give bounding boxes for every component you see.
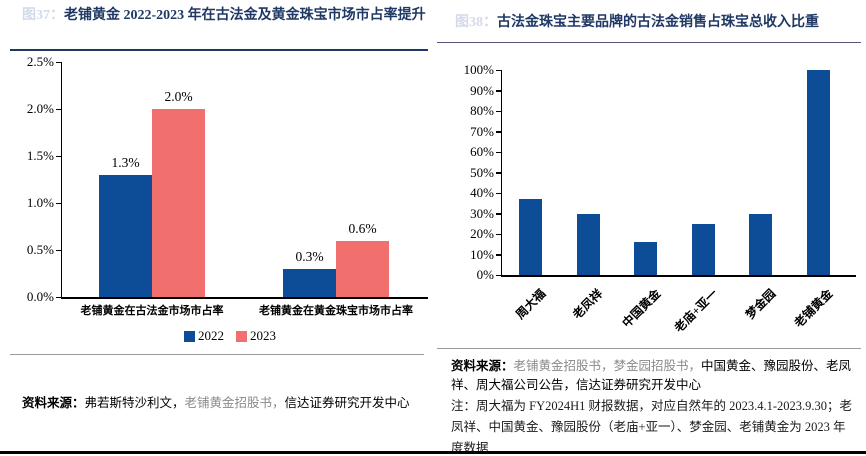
source-segment-2: 信达证券研究开发中心 <box>284 396 410 410</box>
left-y-tick <box>56 202 62 204</box>
source-label: 资料来源： <box>22 396 85 410</box>
source-segment-0: 弗若斯特沙利文， <box>84 396 185 410</box>
right-source-rule <box>437 348 861 349</box>
left-y-tick <box>56 61 62 63</box>
right-y-tick-label: 20% <box>470 226 494 241</box>
left-source-text: 资料来源：弗若斯特沙利文，老铺黄金招股书，信达证券研究开发中心 <box>22 394 426 413</box>
right-y-tick-label: 30% <box>470 205 494 221</box>
right-y-tick <box>496 110 502 112</box>
right-y-tick <box>496 213 502 215</box>
right-bar-中国黄金 <box>634 242 658 275</box>
left-bar-2023-0 <box>152 109 205 297</box>
right-y-tick <box>496 90 502 92</box>
left-y-tick <box>56 155 62 157</box>
left-category-label: 老铺黄金在黄金珠宝市场市占率 <box>259 305 413 317</box>
legend-label-2022: 2022 <box>198 328 224 343</box>
right-y-axis <box>500 70 502 275</box>
right-bar-老凤祥 <box>576 213 600 275</box>
left-bar-value-label: 0.3% <box>295 248 324 264</box>
left-source-rule <box>10 354 424 355</box>
left-x-axis <box>60 297 428 299</box>
left-y-tick <box>56 108 62 110</box>
left-y-tick-label: 0.5% <box>26 242 54 257</box>
right-y-tick-label: 10% <box>470 246 494 262</box>
left-y-tick-label: 1.0% <box>26 195 54 210</box>
right-figure-number: 图38： <box>455 15 497 30</box>
right-y-tick-label: 60% <box>470 144 494 159</box>
left-figure-title-text: 老铺黄金 2022-2023 年在古法金及黄金珠宝市场市占率提升 <box>64 8 426 23</box>
right-bar-梦金园 <box>749 213 773 275</box>
left-figure-number: 图37： <box>22 8 64 23</box>
legend-item-2023: 2023 <box>236 328 276 344</box>
right-y-tick-label: 100% <box>463 62 494 77</box>
left-y-tick-label: 1.5% <box>26 148 54 163</box>
left-bar-value-label: 1.3% <box>111 154 140 170</box>
source-segment-1: 中国黄金、豫园股份、老凤祥、周大福公司公告， <box>451 359 852 392</box>
left-bar-2022-1 <box>283 268 336 297</box>
right-y-tick-label: 70% <box>470 123 494 139</box>
right-y-tick <box>496 151 502 153</box>
right-y-tick-label: 90% <box>470 82 494 98</box>
right-y-tick <box>496 192 502 194</box>
legend-swatch-2023 <box>236 330 247 342</box>
left-y-tick <box>56 296 62 298</box>
legend-item-2022: 2022 <box>184 328 224 344</box>
page-bottom-rule <box>0 451 866 454</box>
left-chart-legend: 2022 2023 <box>184 328 276 344</box>
right-bar-周大福 <box>519 199 543 275</box>
left-figure-panel: 图37：老铺黄金 2022-2023 年在古法金及黄金珠宝市场市占率提升 0.0… <box>10 6 428 413</box>
source-segment-2: 信达证券研究开发中心 <box>576 378 702 392</box>
right-y-tick-label: 0% <box>476 267 494 282</box>
legend-swatch-2022 <box>184 330 195 342</box>
right-y-tick-label: 80% <box>470 103 494 118</box>
left-y-tick-label: 2.0% <box>26 101 54 116</box>
left-bar-2023-1 <box>336 240 389 297</box>
right-y-tick <box>496 172 502 174</box>
left-y-axis <box>60 62 62 297</box>
right-figure-panel: 图38：古法金珠宝主要品牌的古法金销售占珠宝总收入比重 0% 10% 20% 30% 4… <box>433 0 866 456</box>
right-figure-title: 图38：古法金珠宝主要品牌的古法金销售占珠宝总收入比重 <box>443 13 860 33</box>
source-segment-0: 老铺黄金招股书，梦金园招股书， <box>513 359 702 373</box>
left-y-tick <box>56 249 62 251</box>
right-y-tick <box>496 131 502 133</box>
right-bar-老铺黄金 <box>806 70 830 275</box>
right-title-rule <box>437 42 861 43</box>
left-category-label: 老铺黄金在古法金市场市占率 <box>80 305 224 317</box>
right-source-text: 资料来源：老铺黄金招股书，梦金园招股书，中国黄金、豫园股份、老凤祥、周大福公司公… <box>451 357 857 395</box>
right-y-tick-label: 50% <box>470 164 494 180</box>
right-y-tick <box>496 69 502 71</box>
right-figure-title-text: 古法金珠宝主要品牌的古法金销售占珠宝总收入比重 <box>497 15 819 30</box>
source-segment-1: 老铺黄金招股书， <box>184 396 285 410</box>
right-y-tick <box>496 233 502 235</box>
right-x-axis <box>500 275 856 277</box>
left-bar-value-label: 0.6% <box>348 220 377 236</box>
right-y-tick-label: 40% <box>470 185 494 200</box>
left-bar-value-label: 2.0% <box>164 89 193 104</box>
left-bar-2022-0 <box>99 174 152 297</box>
left-y-tick-label: 0.0% <box>26 289 54 304</box>
source-label: 资料来源： <box>451 359 514 373</box>
right-bar-老庙+亚一 <box>691 223 715 275</box>
left-title-rule <box>10 49 428 51</box>
left-figure-title: 图37：老铺黄金 2022-2023 年在古法金及黄金珠宝市场市占率提升 <box>10 6 427 26</box>
legend-label-2023: 2023 <box>250 328 276 343</box>
left-y-tick-label: 2.5% <box>26 54 54 69</box>
right-y-tick <box>496 254 502 256</box>
right-note-text: 注：周大福为 FY2024H1 财报数据，对应自然年的 2023.4.1-202… <box>451 399 853 455</box>
right-y-tick <box>496 274 502 276</box>
